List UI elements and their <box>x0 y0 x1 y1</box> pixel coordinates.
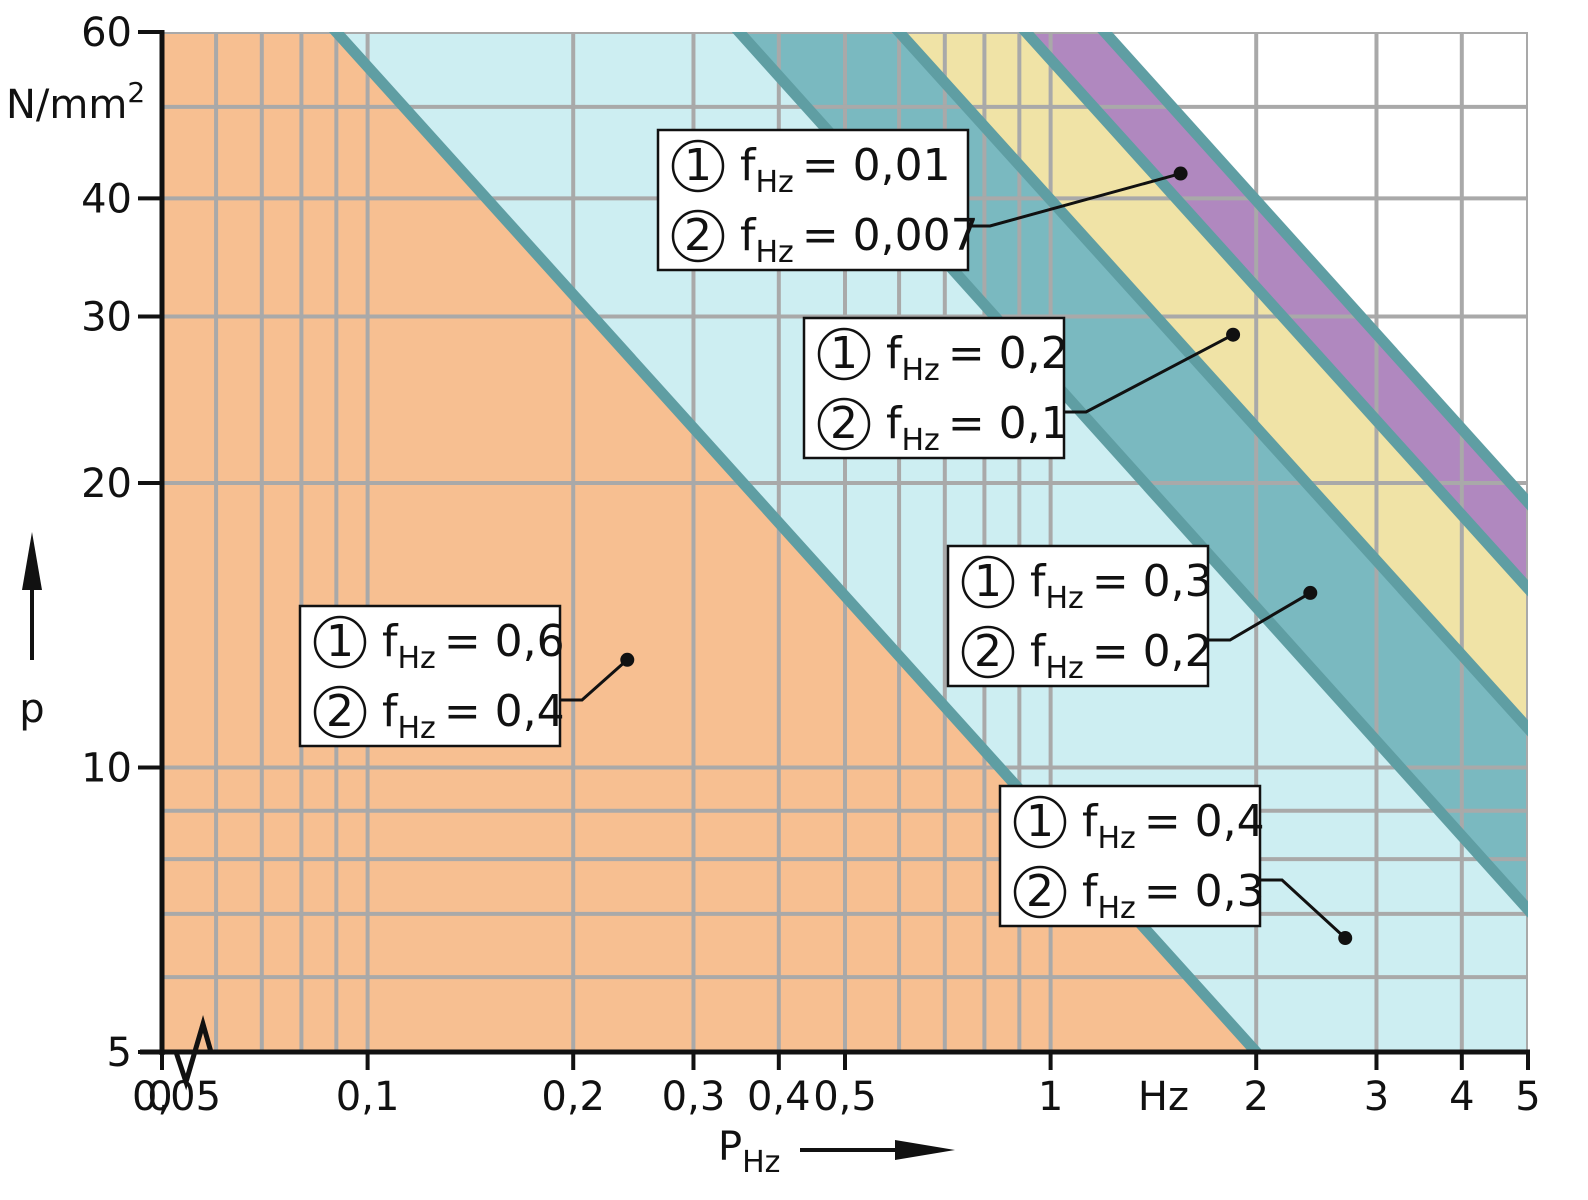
circled-number: 2 <box>684 210 712 261</box>
circled-number-icon <box>817 397 871 451</box>
circled-number: 1 <box>830 328 858 379</box>
x-axis-label: PHz <box>718 1124 780 1180</box>
x-arrow-icon <box>895 1140 955 1160</box>
annotation-2: 1 fHz = 0,42 fHz = 0,3 <box>998 784 1353 946</box>
x-tick-label: 0,4 <box>747 1074 811 1120</box>
axes <box>140 30 1530 1091</box>
x-tick-label: 0,2 <box>541 1074 605 1120</box>
marker-dot <box>1226 327 1241 342</box>
circled-number: 1 <box>326 616 354 667</box>
y-tick-label: 40 <box>81 176 132 222</box>
circled-number-icon <box>1013 865 1067 919</box>
x-tick-label: 0,5 <box>813 1074 877 1120</box>
x-tick-label: 0,1 <box>336 1074 400 1120</box>
annotation-label: fHz = 0,4 <box>382 686 565 746</box>
x-break-label: 0 <box>147 1074 172 1120</box>
x-tick-label: 1 <box>1038 1074 1063 1120</box>
annotation-label: fHz = 0,3 <box>1082 866 1265 926</box>
y-axis-label: p <box>19 686 44 732</box>
x-tick-label: 0,3 <box>662 1074 726 1120</box>
marker-dot <box>1173 166 1188 181</box>
leader-line <box>1260 878 1347 940</box>
y-tick-label: 60 <box>81 10 132 56</box>
leader-line <box>1064 333 1234 414</box>
annotations: 1 fHz = 0,62 fHz = 0,41 fHz = 0,42 fHz = 0,31 fHz… <box>298 128 1353 946</box>
marker-dot <box>1303 585 1318 600</box>
circled-number: 1 <box>1026 796 1054 847</box>
annotation-1: 1 fHz = 0,6 2 fHz = 0,4 <box>298 604 635 748</box>
circled-number-icon <box>313 615 367 669</box>
circled-number-icon <box>961 555 1015 609</box>
circled-number-icon <box>671 209 725 263</box>
y-arrow-icon <box>22 532 42 590</box>
circled-number-icon <box>1013 795 1067 849</box>
x-tick-label: 0,05 <box>132 1074 221 1120</box>
y-unit-label: N/mm2 <box>6 76 145 128</box>
circled-number: 2 <box>326 686 354 737</box>
boundary-line-4 <box>1018 32 1528 597</box>
circled-number: 2 <box>830 398 858 449</box>
marker-dot <box>620 652 635 667</box>
y-tick-label: 30 <box>81 295 132 341</box>
y-tick-label: 5 <box>107 1030 132 1076</box>
x-tick-label: 4 <box>1449 1074 1474 1120</box>
annotation-label: fHz = 0,007 <box>740 210 979 270</box>
circled-number: 1 <box>974 556 1002 607</box>
leader-line <box>968 172 1181 228</box>
circled-number-icon <box>313 685 367 739</box>
circled-number-icon <box>817 327 871 381</box>
y-tick-label: 10 <box>81 745 132 791</box>
x-unit-label: Hz <box>1138 1074 1189 1120</box>
x-tick-label: 3 <box>1364 1074 1389 1120</box>
x-tick-label: 5 <box>1515 1074 1540 1120</box>
y-tick-label: 20 <box>81 461 132 507</box>
boundary-line-5 <box>1097 32 1528 511</box>
circled-number: 1 <box>684 140 712 191</box>
annotation-3: 1 fHz = 0,32 fHz = 0,2 <box>946 544 1318 688</box>
annotation-label: fHz = 0,6 <box>382 616 565 676</box>
circled-number: 2 <box>1026 866 1054 917</box>
annotation-4: 1 fHz = 0,22 fHz = 0,1 <box>802 316 1241 460</box>
leader-line <box>1208 591 1312 642</box>
circled-number-icon <box>961 625 1015 679</box>
x-tick-label: 2 <box>1243 1074 1268 1120</box>
circled-number: 2 <box>974 626 1002 677</box>
circled-number-icon <box>671 139 725 193</box>
marker-dot <box>1338 931 1353 946</box>
boundary-line-3 <box>891 32 1528 737</box>
annotation-5: 1 fHz = 0,012 fHz = 0,007 <box>656 128 1188 272</box>
leader-line <box>560 658 629 702</box>
axis-break-icon <box>163 1015 222 1091</box>
